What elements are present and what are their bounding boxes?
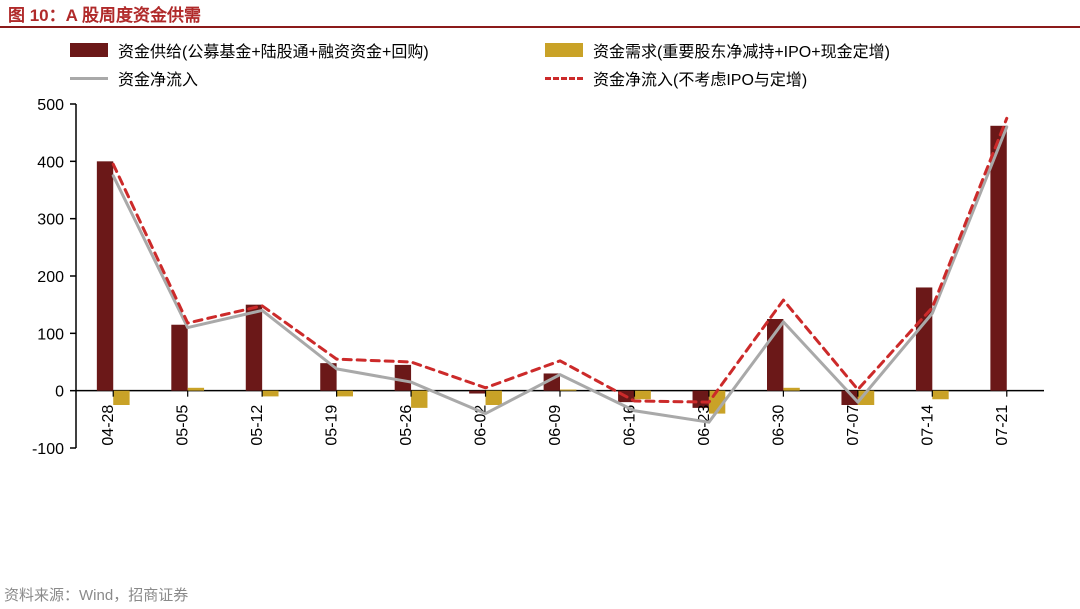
demand-bar [783, 388, 799, 391]
demand-bar [560, 390, 576, 391]
line-swatch-icon [545, 77, 583, 80]
demand-bar [113, 391, 129, 405]
line-swatch-icon [70, 77, 108, 80]
source-value: Wind，招商证券 [79, 587, 188, 604]
demand-bar [932, 391, 948, 400]
legend-row: 资金供给(公募基金+陆股通+融资资金+回购) 资金需求(重要股东净减持+IPO+… [70, 36, 1050, 64]
source-label: 资料来源： [4, 587, 79, 604]
legend-item-supply: 资金供给(公募基金+陆股通+融资资金+回购) [70, 38, 545, 62]
y-tick-label: -100 [32, 441, 64, 458]
figure-title: 图 10：A 股周度资金供需 [8, 1, 201, 26]
y-tick-label: 300 [37, 212, 64, 229]
legend-row: 资金净流入 资金净流入(不考虑IPO与定增) [70, 64, 1050, 92]
legend-label: 资金需求(重要股东净减持+IPO+现金定增) [593, 38, 890, 62]
x-tick-label: 05-05 [175, 405, 192, 446]
legend-label: 资金净流入(不考虑IPO与定增) [593, 66, 807, 90]
legend-item-net: 资金净流入 [70, 66, 545, 90]
figure-container: 图 10：A 股周度资金供需 资金供给(公募基金+陆股通+融资资金+回购) 资金… [0, 0, 1080, 609]
y-tick-label: 500 [37, 97, 64, 114]
y-tick-label: 400 [37, 154, 64, 171]
legend-label: 资金净流入 [118, 66, 198, 90]
x-tick-label: 05-26 [398, 405, 415, 446]
chart-svg: -100010020030040050004-2805-0505-1205-19… [70, 98, 1050, 518]
x-tick-label: 05-12 [249, 405, 266, 446]
legend-label: 资金供给(公募基金+陆股通+融资资金+回购) [118, 38, 429, 62]
legend-item-demand: 资金需求(重要股东净减持+IPO+现金定增) [545, 38, 1020, 62]
x-tick-label: 07-21 [994, 405, 1011, 446]
source-line: 资料来源：Wind，招商证券 [4, 584, 188, 605]
y-tick-label: 0 [55, 384, 64, 401]
x-tick-label: 06-30 [770, 405, 787, 446]
x-tick-label: 06-23 [696, 405, 713, 446]
x-tick-label: 04-28 [100, 405, 117, 446]
x-tick-label: 07-07 [845, 405, 862, 446]
chart-area: -100010020030040050004-2805-0505-1205-19… [70, 98, 1050, 518]
demand-bar [337, 391, 353, 397]
x-tick-label: 07-14 [919, 405, 936, 446]
supply-bar [97, 161, 113, 390]
demand-bar [262, 391, 278, 397]
supply-bar [395, 365, 411, 391]
supply-bar [767, 319, 783, 391]
y-tick-label: 100 [37, 326, 64, 343]
bar-swatch-icon [70, 43, 108, 57]
y-tick-label: 200 [37, 269, 64, 286]
title-bar: 图 10：A 股周度资金供需 [0, 0, 1080, 28]
demand-bar [486, 391, 502, 405]
demand-bar [634, 391, 650, 400]
supply-bar [916, 287, 932, 390]
x-tick-label: 06-09 [547, 405, 564, 446]
bar-swatch-icon [545, 43, 583, 57]
supply-bar [246, 305, 262, 391]
x-tick-label: 05-19 [324, 405, 341, 446]
demand-bar [188, 388, 204, 391]
supply-bar [469, 391, 485, 394]
legend: 资金供给(公募基金+陆股通+融资资金+回购) 资金需求(重要股东净减持+IPO+… [70, 36, 1050, 92]
legend-item-net-ex: 资金净流入(不考虑IPO与定增) [545, 66, 1020, 90]
supply-bar [171, 325, 187, 391]
